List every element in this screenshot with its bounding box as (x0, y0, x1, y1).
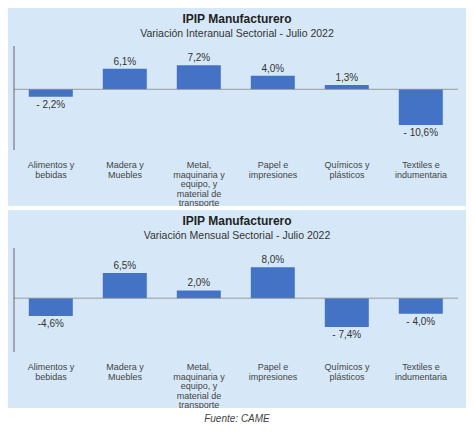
html-text:Variación Mensual Sectorial -: Variación Mensual Sectorial - Julio 2022 (143, 229, 331, 241)
svg-text:8,0%: 8,0% (261, 254, 284, 265)
svg-text:6,1%: 6,1% (113, 56, 136, 67)
svg-text:7,2%: 7,2% (187, 52, 210, 63)
svg-text:- 4,0%: - 4,0% (406, 316, 435, 327)
svg-text:Textiles eindumentaria: Textiles eindumentaria (395, 160, 447, 180)
html-text:Fuente: CAME: Fuente: CAME (204, 413, 270, 424)
svg-text:Madera yMuebles: Madera yMuebles (106, 362, 144, 382)
svg-text:6,5%: 6,5% (113, 260, 136, 271)
svg-text:Papel eimpresiones: Papel eimpresiones (249, 160, 298, 180)
html-text:IPIP Manufacturero: IPIP Manufacturero (182, 214, 292, 228)
svg-text:Químicos yplásticos: Químicos yplásticos (324, 160, 370, 180)
svg-text:4,0%: 4,0% (261, 63, 284, 74)
svg-text:Metal,maquinaria yequipo, ymat: Metal,maquinaria yequipo, ymaterial detr… (173, 160, 225, 206)
svg-text:-4,6%: -4,6% (38, 318, 64, 329)
html-text:IPIP Manufacturero: IPIP Manufacturero (182, 12, 292, 26)
svg-text:- 2,2%: - 2,2% (36, 99, 65, 110)
svg-text:2,0%: 2,0% (187, 277, 210, 288)
svg-text:Madera yMuebles: Madera yMuebles (106, 160, 144, 180)
html-text:Variación Interanual Sectorial: Variación Interanual Sectorial - Julio 2… (140, 27, 334, 39)
svg-text:Alimentos ybebidas: Alimentos ybebidas (28, 362, 75, 382)
svg-text:Textiles eindumentaria: Textiles eindumentaria (395, 362, 447, 382)
svg-text:Papel eimpresiones: Papel eimpresiones (249, 362, 298, 382)
svg-text:- 10,6%: - 10,6% (404, 127, 439, 138)
svg-text:1,3%: 1,3% (335, 72, 358, 83)
svg-text:Químicos yplásticos: Químicos yplásticos (324, 362, 370, 382)
svg-text:- 7,4%: - 7,4% (332, 329, 361, 340)
svg-text:Metal,maquinaria yequipo, ymat: Metal,maquinaria yequipo, ymaterial detr… (173, 362, 225, 408)
svg-text:Alimentos ybebidas: Alimentos ybebidas (28, 160, 75, 180)
